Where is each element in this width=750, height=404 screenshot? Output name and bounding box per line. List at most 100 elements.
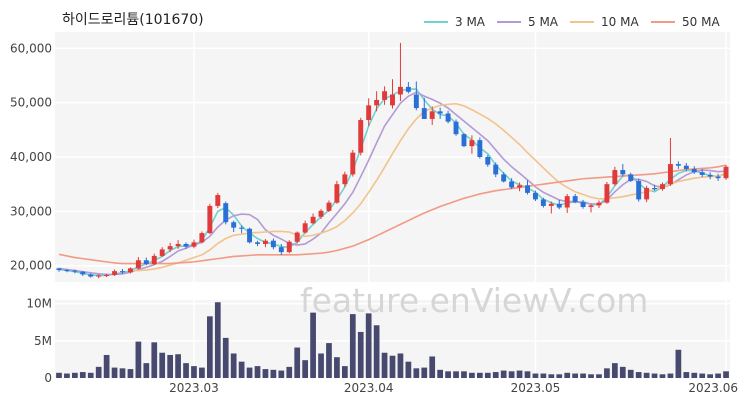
volume-bar (143, 363, 150, 378)
legend-label: 10 MA (601, 15, 639, 29)
volume-bar (167, 354, 174, 378)
volume-bar (87, 372, 94, 378)
candle-body (56, 268, 62, 271)
legend-label: 50 MA (682, 15, 720, 29)
volume-bar (199, 367, 205, 378)
volume-bar (556, 374, 563, 378)
candle-body (493, 164, 499, 175)
candle-body (405, 86, 411, 92)
volume-bar (643, 372, 650, 378)
price-y-axis-labels: 20,000 30,000 40,000 50,000 60,000 (10, 41, 52, 272)
candle-body (604, 184, 610, 203)
volume-bar (119, 368, 126, 378)
volume-bar (64, 373, 70, 378)
volume-bar (627, 369, 634, 378)
candle-body (199, 233, 205, 243)
x-tick-label: 2023.05 (511, 381, 561, 395)
volume-bar (611, 363, 618, 378)
volume-bar (397, 353, 404, 378)
volume-bar (413, 368, 420, 378)
candle-body (652, 187, 658, 190)
candle-body (485, 157, 491, 165)
volume-bar (524, 371, 531, 378)
candle-body (310, 216, 316, 224)
volume-bar (421, 367, 428, 378)
volume-bar (453, 371, 459, 378)
x-tick-label: 2023.06 (688, 381, 738, 395)
candle-body (342, 174, 348, 185)
candle-body (120, 271, 125, 273)
candle-body (707, 174, 713, 177)
candle-body (358, 120, 364, 153)
candle-body (525, 185, 530, 193)
volume-bar (580, 373, 586, 378)
volume-bar (508, 371, 515, 378)
candle-body (723, 166, 729, 179)
candle-body (660, 184, 665, 190)
volume-bar (79, 372, 86, 378)
volume-bar (159, 352, 166, 378)
candle-body (326, 202, 332, 211)
candle-body (644, 187, 650, 200)
x-gridlines (193, 32, 727, 378)
candle-body (540, 199, 546, 206)
candle-body (509, 181, 515, 188)
candle-body (588, 205, 594, 207)
volume-bar (262, 369, 269, 378)
candle-body (159, 249, 165, 256)
volume-bar (635, 372, 642, 378)
candle-body (183, 243, 189, 247)
volume-bar (294, 347, 301, 378)
volume-bar (222, 337, 229, 378)
volume-bar (214, 302, 221, 378)
candle-body (564, 196, 570, 208)
volume-bar (318, 353, 324, 378)
candle-body (382, 91, 388, 100)
volume-bar (135, 341, 142, 378)
volume-bar (151, 342, 158, 378)
candle-body (350, 152, 356, 175)
candle-body (453, 121, 459, 135)
volume-bar (341, 366, 348, 378)
volume-bars (56, 302, 729, 378)
candle-body (167, 246, 173, 250)
candle-body (270, 240, 276, 248)
candle-body (151, 255, 157, 265)
x-tick-label: 2023.04 (344, 381, 394, 395)
volume-bar (532, 373, 539, 378)
candle-body (429, 111, 435, 119)
volume-bar (445, 371, 451, 378)
volume-bar (604, 368, 610, 378)
volume-bar (365, 313, 372, 378)
watermark: feature.enViewV.com (300, 281, 648, 320)
volume-bar (405, 361, 412, 378)
volume-bar (492, 372, 499, 378)
candle-body (247, 228, 253, 243)
candle-body (302, 223, 308, 233)
volume-bar (389, 355, 396, 378)
candle-body (286, 241, 292, 253)
volume-bar (111, 367, 118, 378)
candle-body (572, 196, 578, 203)
volume-bar (278, 370, 285, 378)
legend-label: 3 MA (455, 15, 486, 29)
volume-bar (619, 366, 626, 378)
candle-body (88, 274, 94, 277)
candle-body (64, 270, 70, 272)
candle-body (255, 242, 260, 244)
candle-body (548, 203, 554, 206)
candle-body (390, 94, 395, 106)
volume-bar (484, 372, 491, 378)
candle-body (366, 105, 372, 121)
volume-bar (476, 372, 483, 378)
price-tick-label: 20,000 (10, 259, 52, 273)
candle-body (80, 271, 86, 275)
candle-body (112, 271, 118, 275)
volume-bar (103, 354, 110, 378)
candle-body (397, 86, 403, 95)
candle-body (532, 192, 538, 200)
candle-body (278, 247, 284, 253)
candle-body (667, 164, 673, 185)
candle-body (175, 243, 181, 247)
